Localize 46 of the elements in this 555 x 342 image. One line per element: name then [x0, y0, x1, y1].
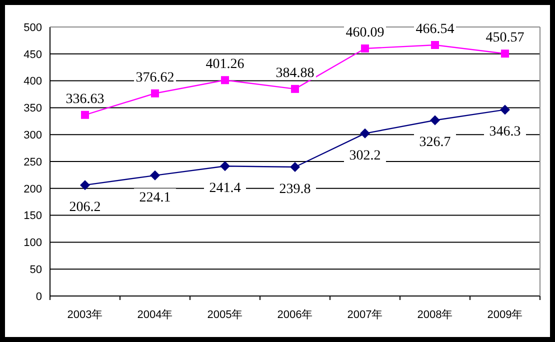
- y-tick-label: 500: [24, 22, 42, 34]
- data-label: 336.63: [66, 92, 104, 107]
- data-label: 302.2: [349, 148, 381, 164]
- y-tick-label: 150: [24, 210, 42, 222]
- y-tick-label: 100: [24, 237, 42, 250]
- point: [500, 104, 510, 115]
- y-tick-label: 200: [24, 183, 42, 196]
- y-tick-label: 350: [24, 102, 42, 115]
- data-label: 326.7: [419, 135, 451, 150]
- point: [220, 161, 230, 172]
- x-tick-label: 2005年: [207, 309, 243, 321]
- y-tick-label: 450: [24, 48, 42, 61]
- data-label: 466.54: [416, 22, 454, 37]
- y-tick-label: 400: [24, 76, 42, 88]
- x-tick-label: 2003年: [67, 309, 103, 321]
- point: [80, 180, 90, 190]
- y-tick-label: 250: [24, 156, 42, 168]
- point: [81, 110, 89, 119]
- data-label: 460.09: [346, 25, 384, 40]
- point: [290, 162, 300, 172]
- data-label: 239.8: [279, 182, 311, 197]
- x-tick-label: 2004年: [137, 309, 173, 321]
- data-label: 450.57: [486, 30, 524, 46]
- point: [150, 170, 160, 180]
- point: [221, 76, 229, 84]
- point: [151, 89, 159, 98]
- point: [431, 41, 439, 49]
- point: [360, 128, 370, 138]
- x-tick-label: 2008年: [417, 309, 453, 321]
- point: [291, 84, 299, 93]
- data-label: 376.62: [136, 70, 174, 86]
- data-label: 206.2: [69, 200, 101, 216]
- data-label: 401.26: [206, 57, 244, 72]
- x-tick-label: 2006年: [277, 309, 313, 321]
- y-tick-label: 50: [30, 264, 42, 276]
- x-tick-label: 2009年: [487, 309, 523, 321]
- y-tick-label: 0: [36, 290, 42, 303]
- point: [501, 50, 509, 58]
- point: [430, 115, 440, 126]
- data-label: 384.88: [276, 66, 314, 81]
- data-label: 241.4: [209, 181, 241, 196]
- data-label: 346.3: [489, 124, 521, 140]
- x-tick-label: 2007年: [347, 309, 383, 321]
- point: [361, 44, 369, 52]
- y-tick-label: 300: [24, 129, 42, 142]
- data-label: 224.1: [139, 190, 171, 206]
